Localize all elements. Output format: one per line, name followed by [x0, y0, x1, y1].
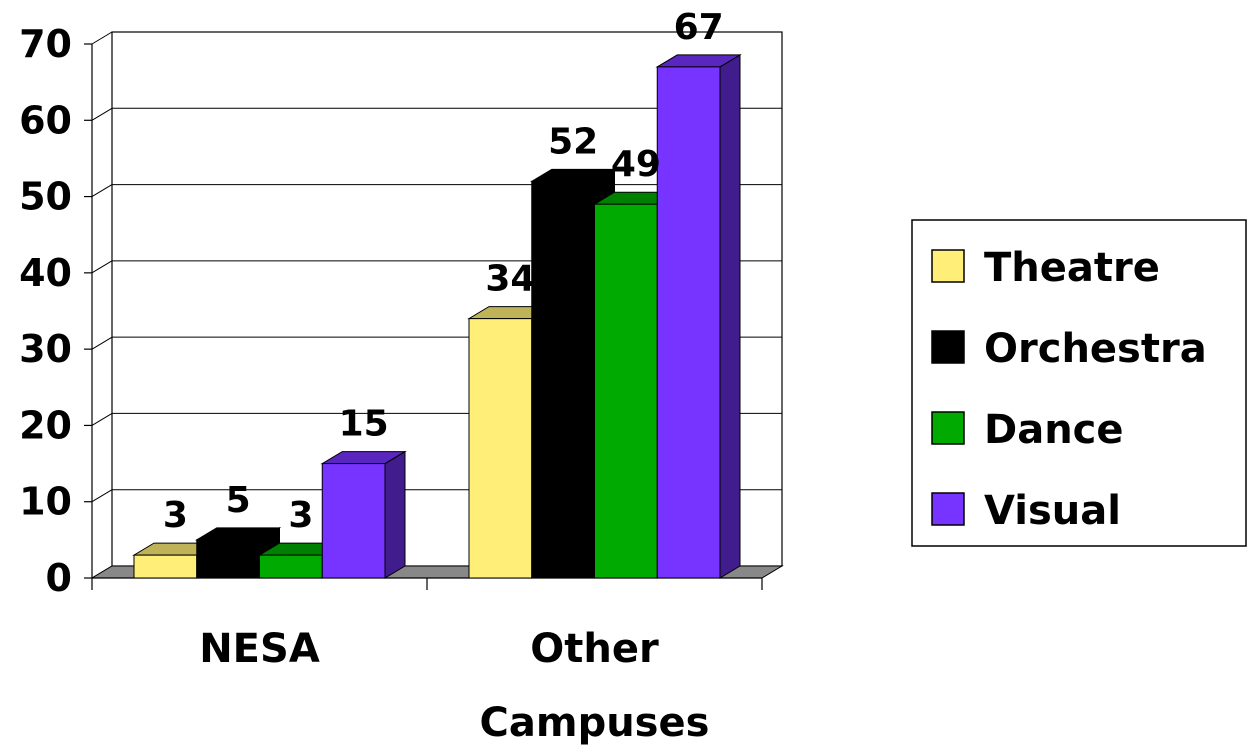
legend: Theatre Orchestra Dance Visual	[911, 219, 1247, 547]
legend-swatch-visual	[931, 492, 965, 526]
legend-label-dance: Dance	[984, 407, 1124, 453]
x-category-label: NESA	[199, 626, 320, 672]
data-label-orchestra-0: 5	[226, 480, 251, 521]
side-wall-line	[91, 184, 113, 198]
side-wall-line	[91, 107, 113, 121]
side-wall-line	[91, 489, 113, 503]
y-tick-label: 70	[19, 22, 72, 66]
y-axis: 0 10 20 30 40 50 60 70	[19, 22, 93, 600]
data-label-visual-1: 67	[674, 7, 724, 48]
legend-label-orchestra: Orchestra	[984, 326, 1207, 372]
data-label-orchestra-1: 52	[548, 121, 598, 162]
data-label-theatre-0: 3	[163, 495, 188, 536]
legend-swatch-theatre	[931, 249, 965, 283]
x-category-label: Other Campuses	[480, 626, 710, 746]
y-tick-label: 40	[19, 251, 72, 295]
bar-front	[594, 203, 658, 579]
bars	[132, 54, 742, 579]
y-tick-label: 20	[19, 403, 72, 447]
side-wall-line	[91, 31, 113, 45]
y-tick-label: 0	[46, 556, 72, 600]
y-tick-label: 60	[19, 98, 72, 142]
bar-front	[531, 180, 595, 579]
data-labels: 3 5 3 15 34 52 49 67	[163, 7, 724, 536]
legend-box	[911, 219, 1247, 547]
bar-front	[196, 539, 260, 579]
bar-side	[384, 450, 406, 579]
bar-front	[468, 318, 533, 579]
bar-front	[133, 554, 198, 579]
bar-front	[259, 554, 323, 579]
legend-label-visual: Visual	[984, 488, 1121, 534]
data-label-dance-0: 3	[288, 495, 313, 536]
y-tick-label: 30	[19, 327, 72, 371]
bar-visual-0	[320, 450, 407, 579]
legend-label-theatre: Theatre	[984, 245, 1160, 291]
side-wall-line	[91, 336, 113, 350]
side-wall-line	[91, 412, 113, 426]
legend-swatch-orchestra	[931, 330, 965, 364]
y-tick-label: 10	[19, 480, 72, 524]
bar-side	[719, 54, 741, 579]
data-label-dance-1: 49	[611, 144, 661, 185]
side-wall-line	[91, 260, 113, 274]
data-label-visual-0: 15	[339, 404, 389, 445]
bar-front	[656, 66, 721, 579]
legend-swatch-dance	[931, 411, 965, 445]
bar-front	[321, 463, 386, 579]
bar-visual-1	[655, 54, 742, 579]
data-label-theatre-1: 34	[485, 259, 535, 300]
bar-dance-0	[257, 542, 345, 579]
y-tick-label: 50	[19, 175, 72, 219]
bar-theatre-0	[132, 542, 219, 579]
x-axis: NESA Other Campuses	[91, 577, 763, 746]
